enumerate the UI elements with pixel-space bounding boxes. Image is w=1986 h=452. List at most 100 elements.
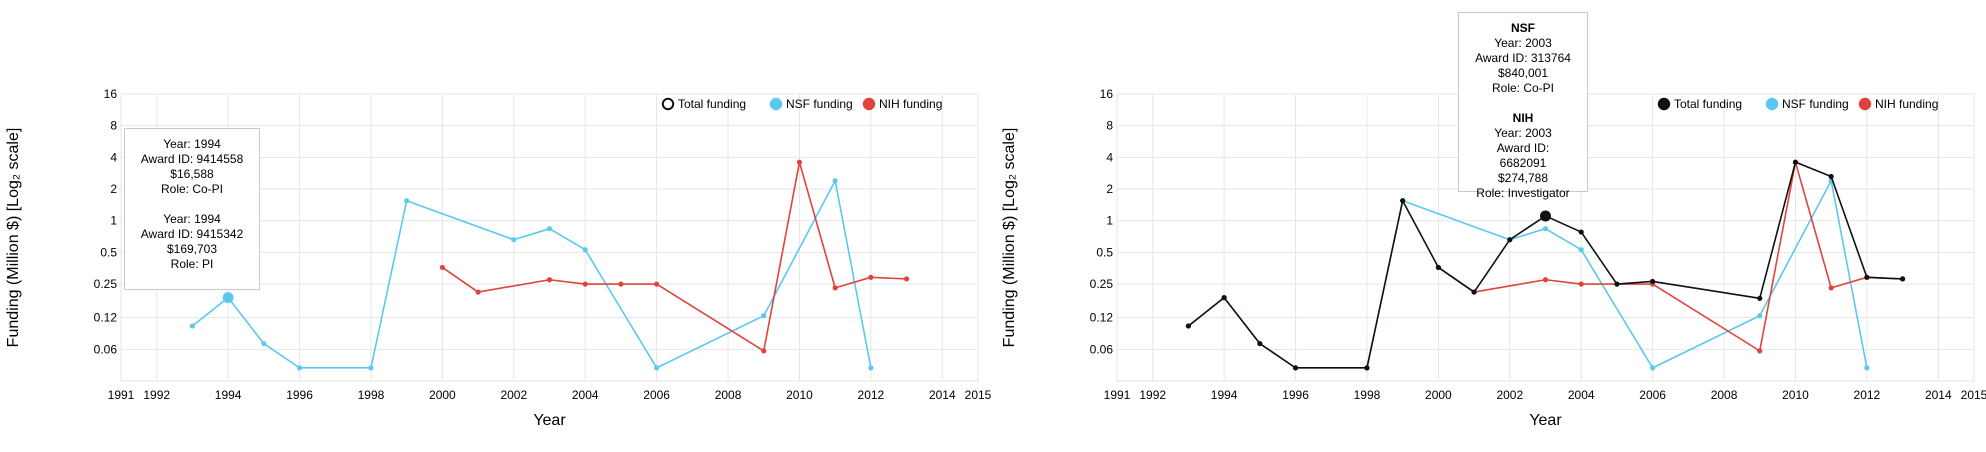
x-tick-label: 2015	[1961, 388, 1986, 402]
tooltip-line: $169,703	[166, 242, 218, 256]
data-point-total-funding[interactable]	[1221, 295, 1227, 301]
y-tick-label: 4	[1106, 150, 1113, 164]
x-tick-label: 1991	[108, 388, 135, 402]
data-point-nih-funding[interactable]	[1757, 348, 1763, 354]
data-point-nsf-funding[interactable]	[189, 323, 196, 329]
legend-item-total-funding[interactable]: Total funding	[661, 97, 746, 111]
legend-marker	[1657, 97, 1671, 111]
tooltip-line: Year: 1994	[163, 137, 221, 151]
data-point-nsf-funding[interactable]	[654, 365, 660, 371]
series-line-nsf-funding	[191, 179, 872, 369]
x-tick-label: 2008	[1711, 388, 1738, 402]
data-point-total-funding[interactable]	[1828, 173, 1834, 180]
data-point-nsf-funding[interactable]	[582, 247, 588, 253]
y-tick-label: 0.25	[94, 277, 118, 291]
data-point-nih-funding[interactable]	[654, 281, 660, 287]
data-point-nih-funding[interactable]	[439, 264, 445, 271]
series-nsf-funding	[189, 178, 874, 371]
highlighted-data-point[interactable]	[1540, 210, 1551, 222]
legend-item-nsf-funding[interactable]: NSF funding	[769, 97, 853, 111]
data-point-nsf-funding[interactable]	[1864, 365, 1870, 371]
x-tick-label: 2010	[786, 388, 813, 402]
tooltip-source: NSF	[1511, 21, 1535, 35]
x-tick-label: 2006	[643, 388, 670, 402]
data-point-total-funding[interactable]	[1471, 289, 1477, 295]
y-tick-label: 0.06	[94, 342, 118, 356]
y-tick-label: 0.12	[1090, 311, 1114, 325]
y-tick-label: 1	[1106, 214, 1113, 228]
x-axis-title: Year	[533, 412, 566, 429]
tooltip-award-block: Year: 1994 Award ID: 9414558 $16,588 Role: …	[139, 137, 245, 197]
legend-label: NIH funding	[879, 97, 942, 111]
x-tick-label: 2008	[715, 388, 742, 402]
data-point-total-funding[interactable]	[1578, 229, 1584, 235]
data-point-nsf-funding[interactable]	[832, 178, 838, 184]
data-point-total-funding[interactable]	[1614, 281, 1620, 287]
tooltip-line: $274,788	[1497, 171, 1549, 185]
data-point-total-funding[interactable]	[1650, 278, 1656, 285]
data-point-nsf-funding[interactable]	[761, 313, 767, 319]
data-point-total-funding[interactable]	[1364, 365, 1370, 371]
data-point-nih-funding[interactable]	[868, 274, 874, 280]
funding-chart-left: 1991 1992 1994 1996 1998 2000 2002 2004 2006 2008…	[5, 87, 992, 429]
data-point-total-funding[interactable]	[1792, 159, 1799, 165]
data-point-total-funding[interactable]	[1757, 295, 1763, 301]
data-point-nih-funding[interactable]	[796, 159, 803, 165]
tooltip-right: NSF Year: 2003 Award ID: 313764 $840,001 Rol…	[1458, 12, 1588, 200]
data-point-nsf-funding[interactable]	[1757, 313, 1763, 319]
x-tick-label: 2014	[929, 388, 956, 402]
data-point-nih-funding[interactable]	[475, 289, 481, 295]
legend-item-total-funding[interactable]: Total funding	[1657, 97, 1742, 111]
x-tick-label: 2012	[858, 388, 885, 402]
highlighted-data-point[interactable]	[222, 292, 234, 304]
data-point-nih-funding[interactable]	[1542, 277, 1549, 283]
data-point-nsf-funding[interactable]	[868, 365, 874, 371]
x-tick-label: 2014	[1925, 388, 1952, 402]
data-point-total-funding[interactable]	[1435, 264, 1441, 271]
data-point-nsf-funding[interactable]	[1542, 226, 1549, 232]
y-tick-label: 8	[1106, 119, 1113, 133]
tooltip-line: Role: Co-PI	[1491, 81, 1555, 95]
data-point-nih-funding[interactable]	[582, 281, 588, 287]
data-point-nsf-funding[interactable]	[1578, 247, 1584, 253]
data-point-nsf-funding[interactable]	[404, 198, 410, 204]
x-tick-label: 2004	[1568, 388, 1595, 402]
data-point-nih-funding[interactable]	[761, 348, 767, 354]
data-point-total-funding[interactable]	[1864, 274, 1870, 280]
data-point-total-funding[interactable]	[1899, 276, 1906, 282]
tooltip-line: $16,588	[170, 167, 214, 181]
x-tick-label: 1998	[358, 388, 385, 402]
y-axis-title: Funding (Million $) [Log₂ scale]	[5, 128, 22, 348]
legend-marker	[1765, 97, 1779, 111]
data-point-nih-funding[interactable]	[832, 285, 838, 291]
data-point-total-funding[interactable]	[1257, 340, 1263, 347]
data-point-nsf-funding[interactable]	[368, 365, 374, 371]
data-point-nih-funding[interactable]	[1828, 285, 1834, 291]
data-point-nsf-funding[interactable]	[296, 365, 303, 371]
legend-item-nih-funding[interactable]: NIH funding	[862, 97, 943, 111]
legend: Total funding NSF funding NIH funding	[661, 97, 943, 111]
data-point-total-funding[interactable]	[1507, 237, 1513, 243]
data-point-total-funding[interactable]	[1400, 198, 1406, 204]
data-point-total-funding[interactable]	[1185, 323, 1192, 329]
legend: Total funding NSF funding NIH funding	[1657, 97, 1939, 111]
y-tick-label: 2	[110, 182, 117, 196]
data-point-nih-funding[interactable]	[546, 277, 553, 283]
y-tick-label: 0.25	[1090, 277, 1114, 291]
data-point-nih-funding[interactable]	[1578, 281, 1584, 287]
y-tick-label: 0.12	[94, 311, 118, 325]
data-point-nih-funding[interactable]	[903, 276, 910, 282]
series-line-nsf-funding	[1187, 179, 1868, 369]
tooltip-line: Award ID: 9414558	[140, 152, 244, 166]
data-point-nsf-funding[interactable]	[1650, 365, 1656, 371]
data-point-nsf-funding[interactable]	[546, 226, 553, 232]
legend-item-nsf-funding[interactable]: NSF funding	[1765, 97, 1849, 111]
data-point-nsf-funding[interactable]	[511, 237, 517, 243]
legend-item-nih-funding[interactable]: NIH funding	[1858, 97, 1939, 111]
x-tick-label: 1994	[215, 388, 242, 402]
data-point-total-funding[interactable]	[1292, 365, 1299, 371]
x-tick-label: 2012	[1854, 388, 1881, 402]
x-tick-label: 1996	[286, 388, 313, 402]
data-point-nsf-funding[interactable]	[261, 340, 267, 347]
data-point-nih-funding[interactable]	[618, 281, 624, 287]
